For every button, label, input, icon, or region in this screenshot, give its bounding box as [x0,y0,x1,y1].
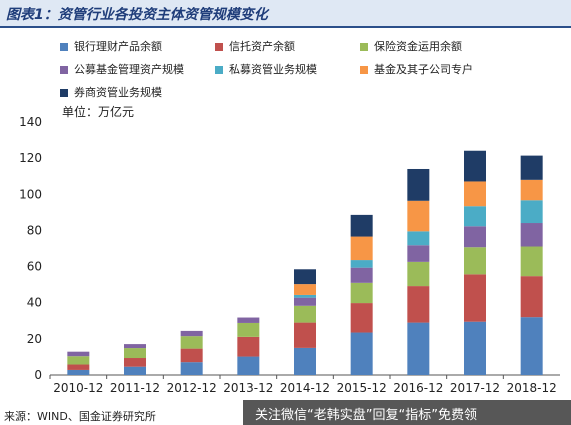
bar-segment [294,297,316,306]
x-tick-label: 2018-12 [507,381,557,395]
bar-segment [180,330,203,337]
bar-segment [294,347,316,375]
watermark-text: 关注微信“老韩实盘”回复“指标”免费领 [255,408,477,423]
bar-segment [294,305,316,323]
bar-segment [350,267,373,283]
x-tick-label: 2017-12 [450,381,500,395]
bar-segment [407,200,430,232]
bar-segment [407,322,430,375]
bar-segment [464,247,486,275]
bar-segment [520,246,543,277]
unit-label: 单位：万亿元 [62,105,135,119]
legend-item-trust: 信托资产余额 [215,38,295,54]
bar-segment [294,284,316,295]
bar-segment [124,358,146,367]
bar-segment [67,364,90,370]
bar-segment [407,168,430,201]
legend-item-bank-wealth: 银行理财产品余额 [60,38,162,54]
bar-segment [520,317,543,375]
bar-segment [180,348,203,363]
bar-segment [350,303,373,333]
bar-segment [237,322,260,337]
legend-swatch [60,66,68,74]
bar-segment [124,344,146,349]
bar-segment [67,369,90,375]
bar-segment [124,348,146,359]
bar-segment [350,214,373,237]
bar-segment [464,150,486,182]
bar-segment [464,226,486,248]
bar-segment [407,261,430,287]
bar-segment [464,321,486,375]
y-tick-label: 120 [19,151,42,165]
legend-item-fund-subsidiary: 基金及其子公司专户 [360,61,473,77]
y-tick-label: 80 [27,223,42,237]
bar-segment [180,336,203,349]
legend-swatch [60,43,68,51]
x-tick-label: 2016-12 [393,381,443,395]
x-tick-label: 2011-12 [110,381,160,395]
bar-segment [520,223,543,247]
bar-segment [237,317,260,323]
legend-swatch [215,66,223,74]
legend-swatch [360,66,368,74]
bar-segment [520,200,543,224]
bar-segment [124,366,146,375]
bar-segment [520,179,543,201]
watermark-banner: 关注微信“老韩实盘”回复“指标”免费领 [243,400,571,425]
bar-segment [350,260,373,268]
y-tick-label: 0 [34,368,42,382]
legend-swatch [60,89,68,97]
bar-segment [350,282,373,304]
bar-segment [294,294,316,298]
bar-segment [350,332,373,375]
bar-segment [67,351,90,357]
legend-item-insurance: 保险资金运用余额 [360,38,462,54]
bar-segment [237,336,260,357]
x-tick-label: 2015-12 [337,381,387,395]
bar-segment [294,322,316,348]
bar-segment [520,155,543,180]
legend-item-broker: 券商资管业务规模 [60,84,162,100]
bar-segment [407,245,430,262]
bar-segment [520,276,543,318]
y-tick-label: 20 [27,332,42,346]
y-tick-label: 60 [27,260,42,274]
bar-segment [294,269,316,285]
figure-title-bar: 图表1：资管行业各投资主体资管规模变化 [0,0,571,26]
bar-segment [407,231,430,246]
bar-segment [407,286,430,323]
bar-segment [464,206,486,227]
legend-swatch [215,43,223,51]
title-underline [0,26,571,28]
figure-title: 图表1：资管行业各投资主体资管规模变化 [6,7,268,23]
bar-segment [237,356,260,375]
legend-item-private-fund: 私募资管业务规模 [215,61,317,77]
legend-item-public-fund: 公募基金管理资产规模 [60,61,184,77]
source-note: 来源：WIND、国金证券研究所 [4,410,156,423]
bar-segment [350,236,373,261]
bar-segment [180,362,203,375]
x-tick-label: 2014-12 [280,381,330,395]
legend-swatch [360,43,368,51]
bar-segment [464,274,486,322]
bar-segment [67,356,90,365]
y-tick-label: 100 [19,187,42,201]
x-tick-label: 2012-12 [167,381,217,395]
y-tick-label: 40 [27,296,42,310]
bar-segment [464,181,486,207]
y-tick-label: 140 [19,115,42,129]
x-tick-label: 2010-12 [53,381,103,395]
x-tick-label: 2013-12 [223,381,273,395]
